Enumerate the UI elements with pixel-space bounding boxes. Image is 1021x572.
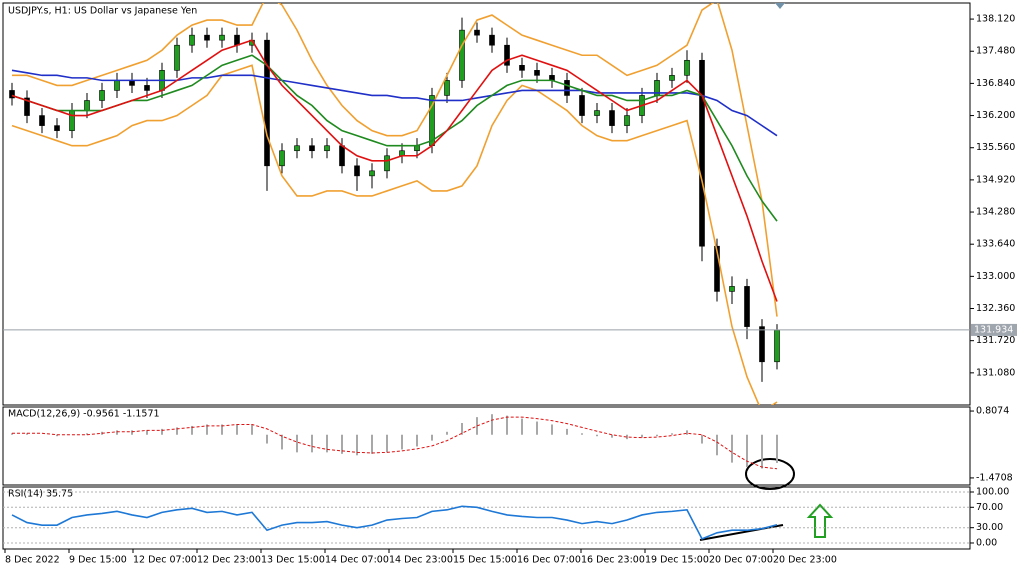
last-price-box xyxy=(971,323,1017,336)
candle-body xyxy=(354,165,360,177)
shift-marker xyxy=(775,3,785,9)
indicator-line xyxy=(11,64,778,405)
y-tick-label: 137.480 xyxy=(976,46,1015,57)
candle-body xyxy=(339,145,345,167)
y-tick-label: 138.120 xyxy=(976,14,1015,25)
candle-body xyxy=(144,85,150,91)
indicator-line xyxy=(11,54,778,222)
candle-body xyxy=(294,145,300,152)
macd-title: MACD(12,26,9) -0.9561 -1.1571 xyxy=(8,409,160,420)
candle-body xyxy=(114,80,120,91)
candle-body xyxy=(204,34,210,41)
rsi-title: RSI(14) 35.75 xyxy=(8,489,73,500)
candle-body xyxy=(684,59,690,76)
candle-body xyxy=(69,110,75,131)
indicator-line xyxy=(11,69,778,137)
candle-body xyxy=(84,100,90,111)
candle-body xyxy=(774,329,780,363)
last-price-label: 131.934 xyxy=(974,324,1013,335)
indicator-line xyxy=(11,39,778,302)
x-tick-label: 12 Dec 23:00 xyxy=(197,555,261,566)
candle-body xyxy=(234,34,240,46)
x-tick-label: 14 Dec 23:00 xyxy=(389,555,453,566)
candle-body xyxy=(264,39,270,167)
candle-body xyxy=(219,34,225,41)
x-tick-label: 12 Dec 07:00 xyxy=(133,555,197,566)
y-tick-label: 100.00 xyxy=(976,486,1009,497)
y-tick-label: 70.00 xyxy=(976,502,1003,513)
indicator-line xyxy=(12,3,778,317)
y-tick-label: 30.00 xyxy=(976,522,1003,533)
candle-body xyxy=(669,75,675,81)
candle-body xyxy=(729,286,735,292)
y-tick-label: 136.200 xyxy=(976,110,1015,121)
candle-body xyxy=(534,70,540,76)
x-tick-label: 16 Dec 23:00 xyxy=(581,555,645,566)
y-tick-label: 133.640 xyxy=(976,239,1015,250)
candle-body xyxy=(309,145,315,152)
y-tick-label: 0.8074 xyxy=(976,406,1009,417)
candle-body xyxy=(624,115,630,126)
candle-body xyxy=(324,145,330,152)
plot-area xyxy=(11,414,778,470)
plot-area xyxy=(3,491,970,544)
indicator-line xyxy=(12,416,778,470)
candle-body xyxy=(54,125,60,131)
candle-body xyxy=(504,44,510,66)
candle-body xyxy=(459,29,465,81)
y-tick-label: 133.000 xyxy=(976,271,1015,282)
x-tick-label: 14 Dec 07:00 xyxy=(325,555,389,566)
candle-body xyxy=(444,80,450,96)
y-tick-label: 134.280 xyxy=(976,207,1015,218)
candle-body xyxy=(39,115,45,126)
candle-body xyxy=(174,44,180,71)
candle-body xyxy=(474,29,480,36)
x-tick-label: 16 Dec 07:00 xyxy=(517,555,581,566)
y-tick-label: 0.00 xyxy=(976,537,997,548)
x-tick-label: 20 Dec 23:00 xyxy=(773,555,837,566)
chart-title: USDJPY.s, H1: US Dollar vs Japanese Yen xyxy=(8,6,197,17)
circle-annotation xyxy=(745,458,795,490)
x-tick-label: 19 Dec 15:00 xyxy=(645,555,709,566)
y-tick-label: 131.080 xyxy=(976,367,1015,378)
candle-body xyxy=(24,97,30,116)
price-panel xyxy=(2,2,971,406)
candle-body xyxy=(99,90,105,101)
candle-body xyxy=(744,286,750,327)
candle-body xyxy=(9,90,15,99)
y-tick-label: -1.4708 xyxy=(976,472,1013,483)
candle-body xyxy=(279,150,285,167)
x-tick-label: 13 Dec 15:00 xyxy=(261,555,325,566)
x-tick-label: 15 Dec 15:00 xyxy=(453,555,517,566)
candle-body xyxy=(189,34,195,46)
candle-body xyxy=(579,95,585,116)
candle-body xyxy=(369,170,375,177)
candle-body xyxy=(564,80,570,96)
candle-body xyxy=(714,245,720,292)
rsi-panel xyxy=(2,486,971,550)
candle-body xyxy=(609,110,615,126)
x-tick-label: 20 Dec 07:00 xyxy=(709,555,773,566)
up-arrow xyxy=(806,503,834,538)
candle-body xyxy=(489,34,495,46)
indicator-line xyxy=(11,505,778,540)
y-tick-label: 135.560 xyxy=(976,142,1015,153)
y-tick-label: 132.360 xyxy=(976,303,1015,314)
candle-body xyxy=(519,65,525,71)
plot-area xyxy=(9,3,780,405)
y-tick-label: 136.840 xyxy=(976,78,1015,89)
candle-body xyxy=(699,59,705,247)
candle-body xyxy=(594,110,600,116)
macd-panel xyxy=(2,406,971,486)
y-tick-label: 131.720 xyxy=(976,335,1015,346)
candle-body xyxy=(759,326,765,363)
y-tick-label: 134.920 xyxy=(976,174,1015,185)
candle-body xyxy=(384,155,390,172)
x-tick-label: 9 Dec 15:00 xyxy=(69,555,127,566)
x-tick-label: 8 Dec 2022 xyxy=(5,555,60,566)
